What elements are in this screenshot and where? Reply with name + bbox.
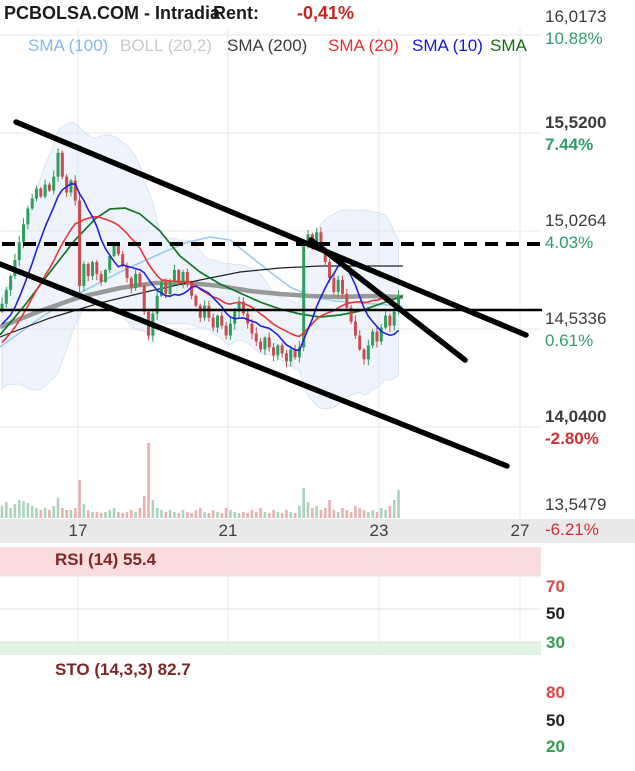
rsi-title: RSI (14) 55.4 [55,550,157,569]
price-label: 14,5336 [545,309,607,328]
sto-title: STO (14,3,3) 82.7 [55,660,191,679]
legend-sma100[interactable]: SMA (100) [28,36,109,55]
sto-level-50: 50 [546,711,565,730]
x-axis-tick: 17 [68,521,88,540]
pct-label: -6.21% [545,520,599,539]
sto-level-20: 20 [546,737,565,756]
rsi-level-70: 70 [546,577,565,596]
legend-boll[interactable]: BOLL (20,2) [120,36,212,55]
x-axis-tick: 27 [510,521,530,540]
legend-sma200[interactable]: SMA (200) [227,36,308,55]
price-label: 14,0400 [545,407,607,426]
legend-sma10[interactable]: SMA (10) [412,36,483,55]
rent-value: -0,41% [297,3,355,23]
rsi-level-30: 30 [546,633,565,652]
legend-sma20[interactable]: SMA (20) [328,36,399,55]
rsi-level-50: 50 [546,604,565,623]
pct-label: 4.03% [545,233,594,252]
pct-label: -2.80% [545,429,599,448]
app-title: PCBOLSA.COM - Intradia [4,3,221,23]
sto-level-80: 80 [546,683,565,702]
price-label: 15,5200 [545,113,607,132]
rent-label: Rent: [213,3,259,23]
price-label: 16,0173 [545,7,607,26]
price-label: 15,0264 [545,211,607,230]
price-label: 13,5479 [545,495,607,514]
pct-label: 10.88% [545,29,603,48]
legend-sma[interactable]: SMA [490,36,527,55]
x-axis-tick: 21 [218,521,238,540]
x-axis-tick: 23 [369,521,389,540]
pct-label: 7.44% [545,135,594,154]
pct-label: 0.61% [545,331,594,350]
